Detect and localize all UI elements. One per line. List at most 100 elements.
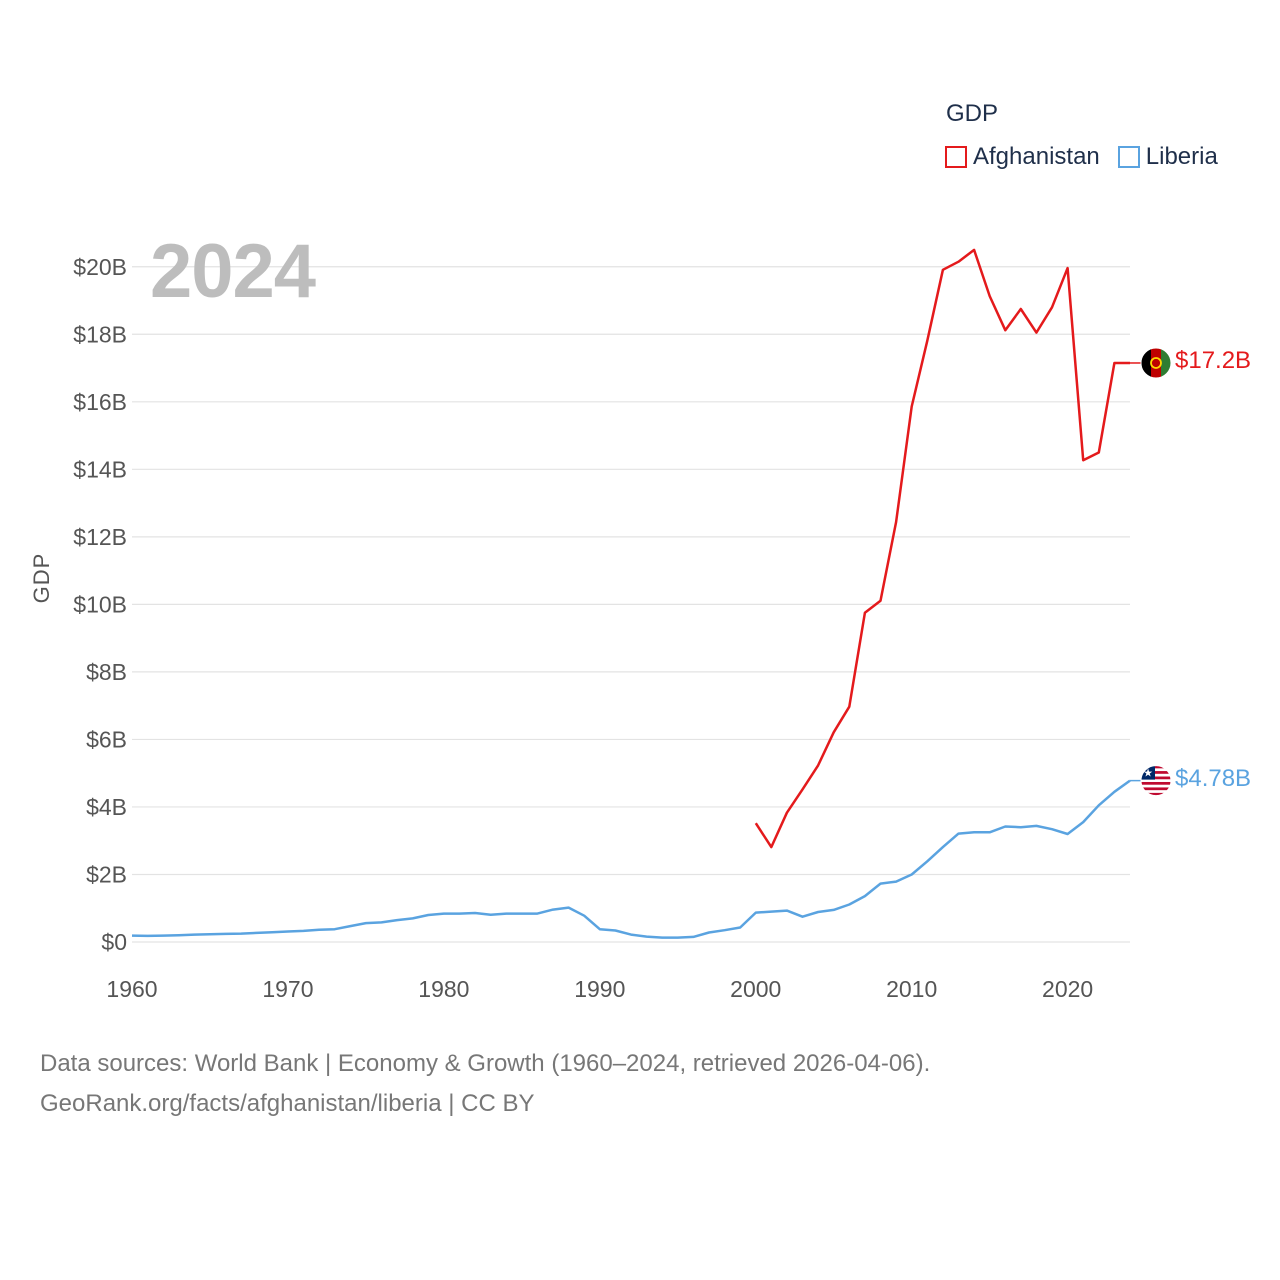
data-point-liberia[interactable] — [768, 909, 774, 915]
data-point-afghanistan[interactable] — [831, 729, 837, 735]
data-point-liberia[interactable] — [129, 933, 135, 939]
data-point-liberia[interactable] — [675, 935, 681, 941]
data-point-afghanistan[interactable] — [846, 704, 852, 710]
series-line-afghanistan[interactable] — [754, 248, 1130, 849]
data-point-liberia[interactable] — [534, 911, 540, 917]
data-point-liberia[interactable] — [1049, 826, 1055, 832]
data-point-liberia[interactable] — [301, 928, 307, 934]
data-point-liberia[interactable] — [971, 829, 977, 835]
data-point-liberia[interactable] — [207, 931, 213, 937]
data-point-liberia[interactable] — [846, 902, 852, 908]
data-point-afghanistan[interactable] — [971, 247, 977, 253]
svg-text:★: ★ — [1143, 767, 1153, 780]
data-point-liberia[interactable] — [1018, 824, 1024, 830]
data-point-liberia[interactable] — [254, 930, 260, 936]
data-point-liberia[interactable] — [706, 930, 712, 936]
data-point-afghanistan[interactable] — [1065, 265, 1071, 271]
data-point-afghanistan[interactable] — [800, 786, 806, 792]
data-point-afghanistan[interactable] — [768, 844, 774, 850]
data-point-liberia[interactable] — [878, 881, 884, 887]
data-point-liberia[interactable] — [1080, 819, 1086, 825]
data-point-liberia[interactable] — [176, 932, 182, 938]
data-point-liberia[interactable] — [285, 929, 291, 935]
data-point-liberia[interactable] — [737, 924, 743, 930]
data-point-liberia[interactable] — [1111, 789, 1117, 795]
data-point-liberia[interactable] — [425, 912, 431, 918]
data-point-afghanistan[interactable] — [1033, 330, 1039, 336]
data-point-liberia[interactable] — [1096, 802, 1102, 808]
data-point-liberia[interactable] — [612, 928, 618, 934]
x-tick-label: 1960 — [106, 976, 157, 1002]
y-axis-label: GDP — [29, 552, 54, 604]
data-point-liberia[interactable] — [160, 933, 166, 939]
data-point-liberia[interactable] — [690, 934, 696, 940]
data-point-liberia[interactable] — [441, 911, 447, 917]
data-point-liberia[interactable] — [550, 907, 556, 913]
data-point-liberia[interactable] — [597, 926, 603, 932]
data-point-liberia[interactable] — [581, 913, 587, 919]
data-point-liberia[interactable] — [893, 879, 899, 885]
data-point-afghanistan[interactable] — [862, 610, 868, 616]
data-point-liberia[interactable] — [800, 914, 806, 920]
data-point-liberia[interactable] — [238, 931, 244, 937]
data-point-afghanistan[interactable] — [955, 259, 961, 265]
data-point-liberia[interactable] — [644, 934, 650, 940]
data-point-liberia[interactable] — [722, 927, 728, 933]
data-point-liberia[interactable] — [363, 920, 369, 926]
data-point-liberia[interactable] — [347, 923, 353, 929]
data-point-liberia[interactable] — [1002, 824, 1008, 830]
data-point-afghanistan[interactable] — [753, 820, 759, 826]
data-point-liberia[interactable] — [815, 909, 821, 915]
legend-swatch-liberia — [1117, 146, 1140, 168]
data-point-liberia[interactable] — [394, 917, 400, 923]
data-point-liberia[interactable] — [519, 911, 525, 917]
data-point-liberia[interactable] — [940, 844, 946, 850]
data-point-liberia[interactable] — [628, 932, 634, 938]
data-point-liberia[interactable] — [1065, 831, 1071, 837]
data-point-afghanistan[interactable] — [1111, 360, 1117, 366]
data-point-liberia[interactable] — [955, 831, 961, 837]
x-tick-label: 1990 — [574, 976, 625, 1002]
footer-attribution[interactable]: GeoRank.org/facts/afghanistan/liberia | … — [40, 1090, 535, 1117]
data-point-liberia[interactable] — [924, 858, 930, 864]
data-point-liberia[interactable] — [316, 927, 322, 933]
data-point-afghanistan[interactable] — [1002, 327, 1008, 333]
data-point-afghanistan[interactable] — [987, 293, 993, 299]
series-line-liberia[interactable] — [131, 779, 1131, 939]
data-point-liberia[interactable] — [909, 871, 915, 877]
data-point-afghanistan[interactable] — [815, 762, 821, 768]
data-point-liberia[interactable] — [831, 907, 837, 913]
data-point-liberia[interactable] — [566, 905, 572, 911]
x-tick-label: 1980 — [418, 976, 469, 1002]
data-point-afghanistan[interactable] — [1018, 306, 1024, 312]
data-point-afghanistan[interactable] — [893, 519, 899, 525]
data-point-liberia[interactable] — [1033, 823, 1039, 829]
data-point-afghanistan[interactable] — [1096, 449, 1102, 455]
data-point-liberia[interactable] — [223, 931, 229, 937]
data-point-afghanistan[interactable] — [940, 267, 946, 273]
data-point-liberia[interactable] — [191, 932, 197, 938]
data-point-liberia[interactable] — [269, 929, 275, 935]
data-point-liberia[interactable] — [659, 935, 665, 941]
data-point-liberia[interactable] — [332, 926, 338, 932]
data-point-afghanistan[interactable] — [784, 810, 790, 816]
data-point-afghanistan[interactable] — [878, 598, 884, 604]
data-point-liberia[interactable] — [987, 829, 993, 835]
data-point-liberia[interactable] — [488, 912, 494, 918]
data-point-liberia[interactable] — [472, 910, 478, 916]
data-point-liberia[interactable] — [410, 915, 416, 921]
data-point-liberia[interactable] — [145, 933, 151, 939]
data-point-liberia[interactable] — [456, 911, 462, 917]
data-point-liberia[interactable] — [784, 908, 790, 914]
data-point-afghanistan[interactable] — [909, 404, 915, 410]
data-point-afghanistan[interactable] — [1049, 304, 1055, 310]
legend-item-afghanistan[interactable]: Afghanistan — [945, 143, 1100, 171]
data-point-liberia[interactable] — [753, 910, 759, 916]
data-point-liberia[interactable] — [379, 919, 385, 925]
legend-item-liberia[interactable]: Liberia — [1117, 143, 1218, 171]
data-point-liberia[interactable] — [862, 893, 868, 899]
data-point-afghanistan[interactable] — [1080, 457, 1086, 463]
data-point-afghanistan[interactable] — [924, 338, 930, 344]
data-point-liberia[interactable] — [503, 911, 509, 917]
